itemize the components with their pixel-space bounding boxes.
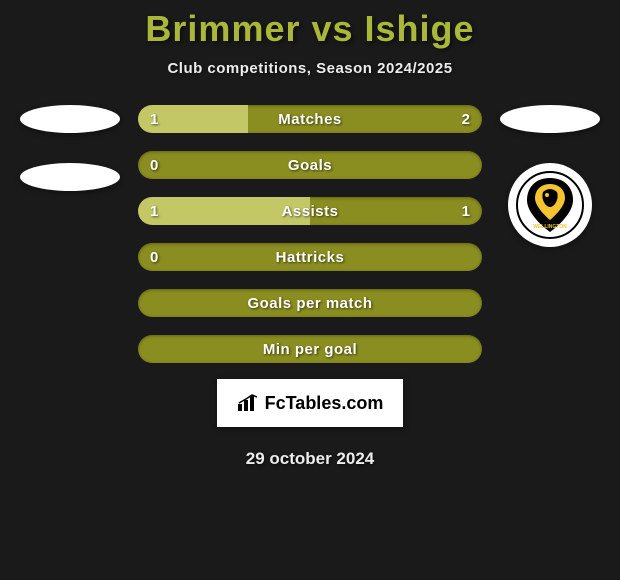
stat-label: Goals bbox=[138, 151, 482, 179]
stat-label: Matches bbox=[138, 105, 482, 133]
club-crest-icon: WELLINGTON bbox=[515, 170, 585, 240]
left-player-column bbox=[20, 105, 120, 191]
watermark-label: FcTables.com bbox=[265, 393, 384, 414]
watermark-text: FcTables.com bbox=[237, 393, 384, 414]
stat-label: Assists bbox=[138, 197, 482, 225]
stat-label: Hattricks bbox=[138, 243, 482, 271]
stat-bars: 12Matches 0Goals 11Assists 0Hattricks Goals … bbox=[138, 105, 482, 363]
stat-bar: 11Assists bbox=[138, 197, 482, 225]
page-title: Brimmer vs Ishige bbox=[145, 8, 474, 50]
stat-bar: Goals per match bbox=[138, 289, 482, 317]
chart-icon bbox=[237, 394, 259, 412]
stat-label: Min per goal bbox=[138, 335, 482, 363]
right-player-column: WELLINGTON bbox=[500, 105, 600, 247]
stats-area: 12Matches 0Goals 11Assists 0Hattricks Goals … bbox=[0, 105, 620, 363]
stat-bar: 0Goals bbox=[138, 151, 482, 179]
stat-bar: 12Matches bbox=[138, 105, 482, 133]
date-label: 29 october 2024 bbox=[246, 449, 375, 469]
page-subtitle: Club competitions, Season 2024/2025 bbox=[167, 60, 452, 77]
card-content: Brimmer vs Ishige Club competitions, Sea… bbox=[0, 0, 620, 580]
stat-bar: Min per goal bbox=[138, 335, 482, 363]
svg-text:WELLINGTON: WELLINGTON bbox=[533, 224, 567, 230]
wellington-phoenix-badge: WELLINGTON bbox=[508, 163, 592, 247]
left-team-oval-1 bbox=[20, 105, 120, 133]
watermark-box: FcTables.com bbox=[217, 379, 404, 427]
stat-label: Goals per match bbox=[138, 289, 482, 317]
left-team-oval-2 bbox=[20, 163, 120, 191]
right-team-oval-1 bbox=[500, 105, 600, 133]
stat-bar: 0Hattricks bbox=[138, 243, 482, 271]
